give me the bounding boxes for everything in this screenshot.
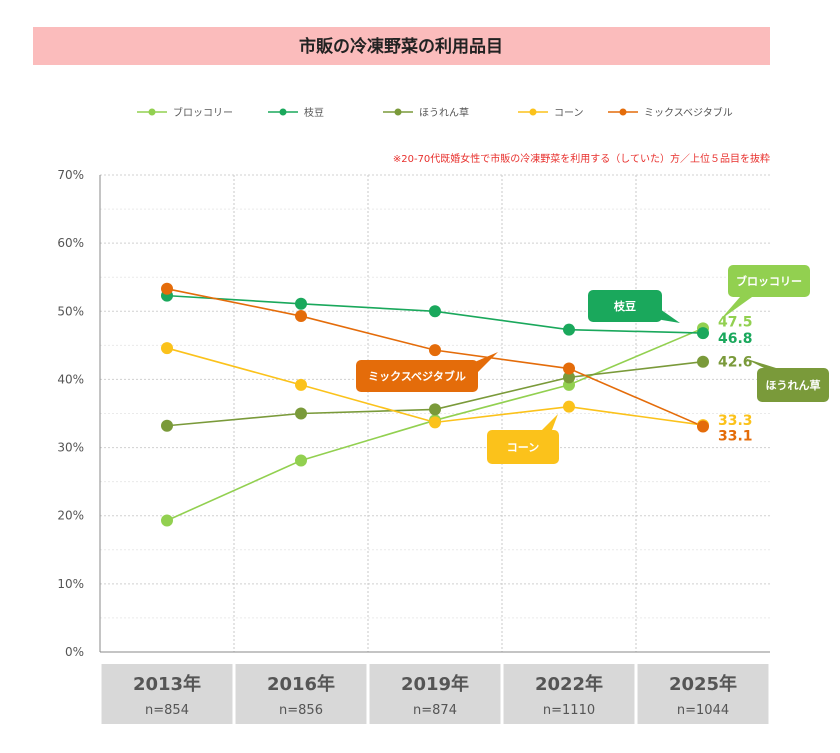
end-value-label: 42.6: [718, 355, 753, 371]
end-value-label: 33.3: [718, 413, 753, 429]
sample-size-label: n=1044: [677, 703, 729, 718]
data-point: [429, 305, 441, 318]
callout-box: [356, 360, 478, 392]
y-tick-label: 10%: [57, 577, 84, 591]
legend-label: ほうれん草: [419, 107, 469, 119]
data-point: [563, 400, 575, 413]
callout-pointer: [720, 297, 752, 320]
end-value-label: 47.5: [718, 314, 753, 330]
category-box: [637, 664, 769, 724]
data-point: [295, 378, 307, 391]
legend-label: コーン: [554, 108, 584, 119]
legend: ブロッコリー 枝豆 ほうれん草 コーン ミックスベジタブル: [137, 106, 733, 119]
category-box: [369, 664, 501, 724]
data-point: [563, 362, 575, 375]
callout-label: ミックスベジタブル: [368, 369, 466, 383]
chart-note: ※20-70代既婚女性で市販の冷凍野菜を利用する（していた）方／上位５品目を抜粋: [393, 152, 770, 165]
title-banner: [33, 27, 770, 65]
category-box: [101, 664, 233, 724]
data-point: [161, 342, 173, 355]
data-point: [295, 297, 307, 310]
data-point: [697, 420, 709, 433]
y-tick-label: 0%: [65, 645, 84, 659]
callout-box: [487, 430, 559, 464]
data-point: [429, 416, 441, 429]
callout-box: [728, 265, 810, 297]
sample-size-label: n=1110: [543, 703, 595, 718]
y-axis-ticks: 0% 10% 20% 30% 40% 50% 60% 70%: [57, 168, 84, 659]
x-tick-label: 2025年: [669, 673, 737, 695]
sample-size-label: n=854: [145, 703, 189, 718]
data-point: [697, 327, 709, 340]
y-tick-label: 30%: [57, 441, 84, 455]
data-point: [697, 355, 709, 368]
category-box: [235, 664, 367, 724]
data-point: [161, 282, 173, 295]
data-point: [563, 323, 575, 336]
end-value-label: 46.8: [718, 331, 753, 347]
category-box: [503, 664, 635, 724]
x-tick-label: 2016年: [267, 673, 335, 695]
end-value-label: 33.1: [718, 428, 753, 444]
callout-pointer: [744, 358, 776, 368]
y-tick-label: 70%: [57, 168, 84, 182]
x-axis-categories: 2013年 n=854 2016年 n=856 2019年 n=874 2022年 n=111…: [101, 664, 769, 724]
legend-swatch-marker: [529, 108, 537, 116]
y-tick-label: 20%: [57, 509, 84, 523]
data-point: [563, 371, 575, 384]
callout-label: ブロッコリー: [736, 274, 802, 288]
callout-pointer: [542, 414, 558, 430]
sample-size-label: n=874: [413, 703, 457, 718]
data-point: [429, 403, 441, 416]
data-point: [295, 310, 307, 323]
grid: [99, 174, 770, 653]
data-point: [161, 514, 173, 527]
legend-label: ブロッコリー: [173, 106, 233, 119]
series-group: [161, 282, 709, 527]
data-point: [429, 344, 441, 357]
legend-swatch-marker: [279, 108, 287, 116]
data-point: [161, 419, 173, 432]
sample-size-label: n=856: [279, 703, 323, 718]
data-point: [295, 454, 307, 467]
callout-label: コーン: [507, 441, 539, 454]
chart-title: 市販の冷凍野菜の利用品目: [299, 36, 503, 57]
legend-label: ミックスベジタブル: [644, 106, 733, 119]
callout-box: [757, 368, 829, 402]
x-tick-label: 2013年: [133, 673, 201, 695]
y-tick-label: 60%: [57, 236, 84, 250]
callout-label: 枝豆: [613, 299, 636, 313]
legend-swatch-marker: [619, 108, 627, 116]
y-tick-label: 50%: [57, 304, 84, 318]
x-tick-label: 2019年: [401, 673, 469, 695]
data-point: [295, 407, 307, 420]
legend-swatch-marker: [394, 108, 402, 116]
y-tick-label: 40%: [57, 372, 84, 386]
callout-box: [588, 290, 662, 322]
end-labels: 47.546.8 42.6 33.333.1: [718, 314, 753, 444]
callout-label: ほうれん草: [766, 378, 821, 392]
legend-swatch-marker: [148, 108, 156, 116]
legend-label: 枝豆: [304, 106, 324, 119]
x-tick-label: 2022年: [535, 673, 603, 695]
